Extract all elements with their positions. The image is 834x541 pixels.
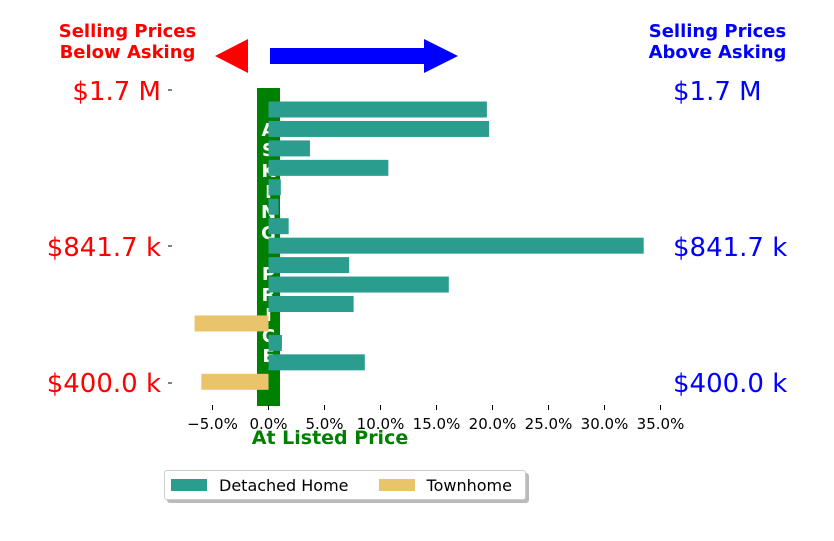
right-price-label-mid: $841.7 k [673, 233, 788, 263]
x-tick-label: −5.0% [187, 415, 238, 433]
legend-label-townhome: Townhome [426, 475, 512, 495]
bar-detached [268, 334, 282, 351]
x-tick-label: 35.0% [637, 415, 685, 433]
bar-detached [268, 257, 350, 274]
x-tick-label: 15.0% [413, 415, 461, 433]
bar-detached [268, 198, 279, 215]
right-price-label-top: $1.7 M [673, 77, 762, 107]
above-asking-header: Selling Prices Above Asking [648, 21, 787, 63]
bar-detached [268, 179, 281, 196]
below-asking-header: Selling Prices Below Asking [58, 21, 197, 63]
legend-swatch-detached [171, 479, 207, 491]
bar-detached [268, 101, 487, 118]
x-tick-label: 0.0% [249, 415, 287, 433]
legend-item-detached: Detached Home [171, 476, 349, 495]
bar-townhome [201, 373, 269, 390]
legend-swatch-townhome [378, 479, 415, 491]
bar-detached [268, 296, 354, 312]
x-tick-label: 30.0% [581, 415, 629, 433]
legend-item-townhome: Townhome [378, 475, 512, 495]
x-tick-label: 5.0% [305, 415, 343, 433]
right-price-label-bottom: $400.0 k [673, 369, 788, 399]
x-tick-label: 25.0% [525, 415, 573, 433]
bar-detached [268, 159, 389, 176]
bar-detached [268, 120, 490, 137]
arrow-above-head [424, 39, 458, 73]
bar-detached [268, 218, 289, 235]
left-price-label-bottom: $400.0 k [46, 369, 161, 399]
legend: Detached Home Townhome [164, 470, 526, 500]
bar-detached [268, 237, 644, 254]
x-tick-label: 20.0% [469, 415, 517, 433]
left-price-label-mid: $841.7 k [46, 233, 161, 263]
x-axis-label: At Listed Price [251, 427, 409, 449]
arrow-above-shaft [270, 48, 426, 64]
bar-detached [268, 276, 449, 293]
bar-detached [268, 140, 310, 157]
legend-label-detached: Detached Home [219, 475, 349, 495]
x-tick-label: 10.0% [357, 415, 405, 433]
bar-townhome [194, 315, 269, 332]
bar-detached [268, 354, 365, 371]
arrow-below [215, 39, 248, 73]
left-price-label-top: $1.7 M [72, 77, 161, 107]
